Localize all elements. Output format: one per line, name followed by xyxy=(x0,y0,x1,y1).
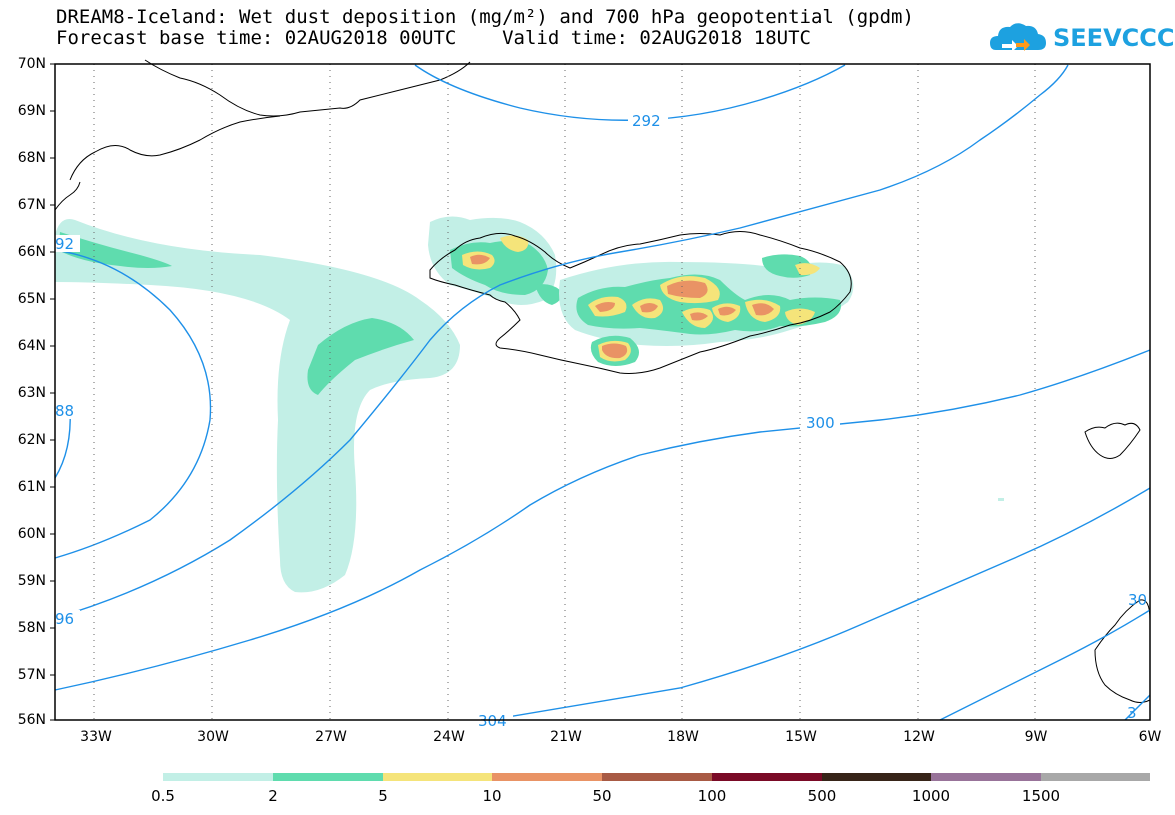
lon-label-6w: 6W xyxy=(1138,729,1162,745)
map-frame xyxy=(54,63,1151,721)
contour-label-300: 300 xyxy=(806,414,835,432)
contour-label-304-right: 3 xyxy=(1127,704,1137,722)
lat-label-66n: 66N xyxy=(17,244,46,260)
lon-label-30w: 30W xyxy=(197,729,229,745)
colorbar-segment-2 xyxy=(383,773,492,781)
colorbar-label-4: 50 xyxy=(592,787,612,805)
lon-label-9w: 9W xyxy=(1024,729,1048,745)
graticule xyxy=(93,64,1036,720)
lon-label-21w: 21W xyxy=(550,729,582,745)
lon-label-18w: 18W xyxy=(667,729,699,745)
colorbar-label-8: 1500 xyxy=(1021,787,1061,805)
colorbar-label-5: 100 xyxy=(697,787,727,805)
colorbar-label-3: 10 xyxy=(482,787,502,805)
colorbar-label-6: 500 xyxy=(807,787,837,805)
lat-label-65n: 65N xyxy=(17,291,46,307)
colorbar-segment-4 xyxy=(602,773,712,781)
colorbar-segment-1 xyxy=(273,773,383,781)
contour-label-296: 96 xyxy=(55,610,74,628)
contour-label-292: 292 xyxy=(632,112,661,130)
lat-label-61n: 61N xyxy=(17,479,46,495)
lat-label-60n: 60N xyxy=(17,526,46,542)
lon-label-33w: 33W xyxy=(80,729,112,745)
lon-label-27w: 27W xyxy=(315,729,347,745)
colorbar-segment-0 xyxy=(163,773,273,781)
contour-label-300-right: 30 xyxy=(1128,591,1147,609)
lat-label-67n: 67N xyxy=(17,197,46,213)
lat-label-64n: 64N xyxy=(17,338,46,354)
colorbar-label-1: 2 xyxy=(268,787,278,805)
colorbar-segment-5 xyxy=(712,773,822,781)
lat-label-59n: 59N xyxy=(17,573,46,589)
chart-title-line-1: DREAM8-Iceland: Wet dust deposition (mg/… xyxy=(56,6,914,28)
geopotential-contours xyxy=(54,64,1151,721)
lat-label-68n: 68N xyxy=(17,150,46,166)
colorbar-label-7: 1000 xyxy=(911,787,951,805)
lat-label-69n: 69N xyxy=(17,103,46,119)
contour-label-292-left: 92 xyxy=(55,235,74,253)
seevccc-logo-text: SEEVCCC xyxy=(1053,24,1175,52)
lat-label-63n: 63N xyxy=(17,385,46,401)
dust-deposition-fill xyxy=(55,216,1004,593)
lon-label-15w: 15W xyxy=(785,729,817,745)
lon-label-24w: 24W xyxy=(433,729,465,745)
coastline xyxy=(54,59,1151,703)
lat-label-57n: 57N xyxy=(17,667,46,683)
colorbar-segment-6 xyxy=(822,773,931,781)
lon-label-12w: 12W xyxy=(903,729,935,745)
lat-label-56n: 56N xyxy=(17,712,46,728)
lat-label-58n: 58N xyxy=(17,620,46,636)
seevccc-cloud-logo-icon xyxy=(990,23,1046,52)
colorbar-segment-3 xyxy=(492,773,602,781)
lat-label-70n: 70N xyxy=(17,56,46,72)
colorbar-label-2: 5 xyxy=(378,787,388,805)
contour-label-304: 304 xyxy=(478,712,507,730)
contour-label-288: 88 xyxy=(55,402,74,420)
colorbar-segment-8 xyxy=(1041,773,1150,781)
lat-label-62n: 62N xyxy=(17,432,46,448)
colorbar-segment-7 xyxy=(931,773,1041,781)
chart-title-line-2: Forecast base time: 02AUG2018 00UTC Vali… xyxy=(56,27,811,49)
colorbar-label-0: 0.5 xyxy=(151,787,175,805)
